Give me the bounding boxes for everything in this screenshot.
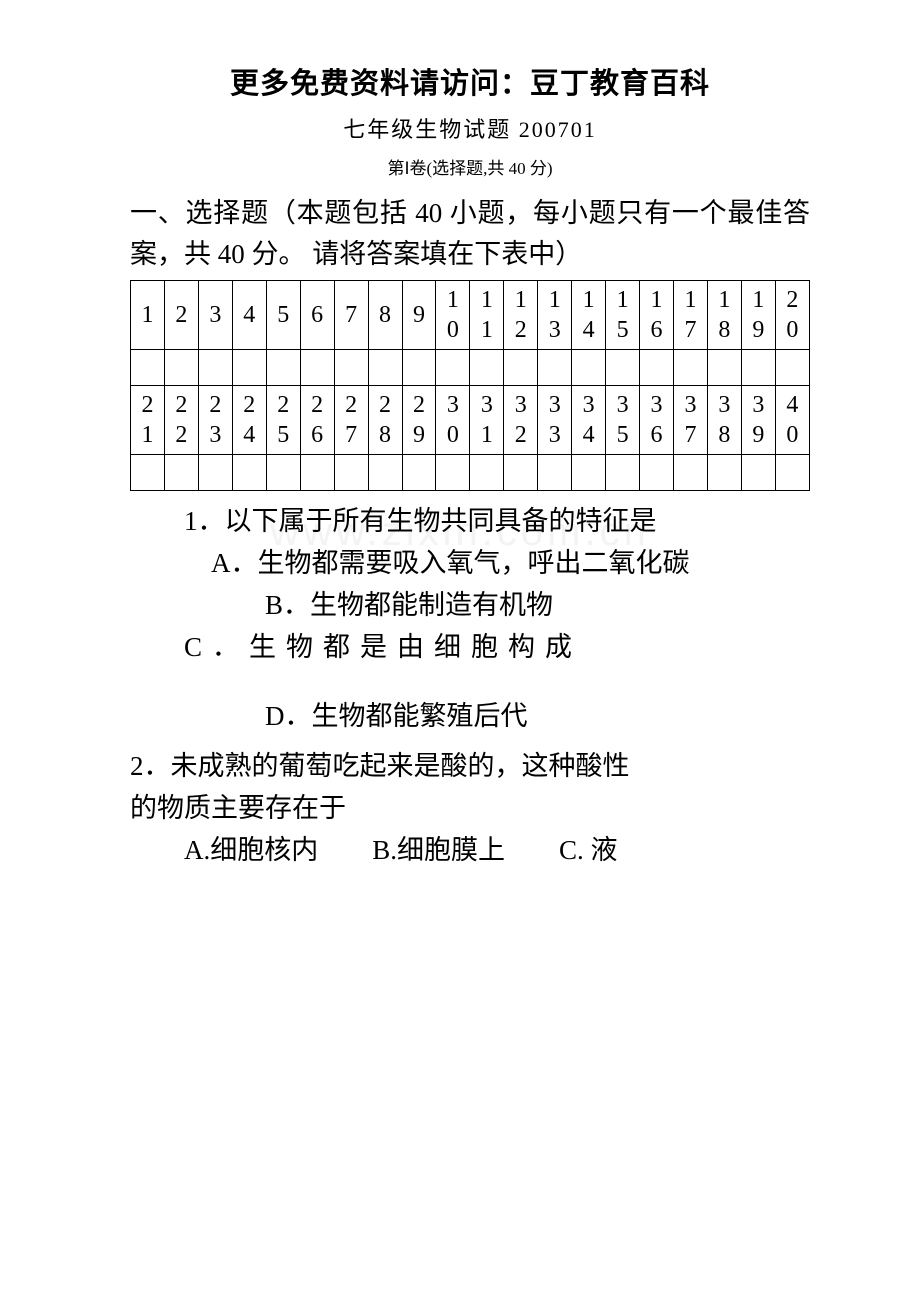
grid-cell: 7 bbox=[334, 281, 368, 350]
grid-cell: 28 bbox=[368, 386, 402, 455]
grid-cell: 34 bbox=[572, 386, 606, 455]
grid-cell: 10 bbox=[436, 281, 470, 350]
grid-cell: 14 bbox=[572, 281, 606, 350]
grid-cell: 8 bbox=[368, 281, 402, 350]
q2-stem-line1: 2．未成熟的葡萄吃起来是酸的，这种酸性 bbox=[130, 746, 810, 788]
grid-cell: 37 bbox=[674, 386, 708, 455]
grid-cell: 17 bbox=[674, 281, 708, 350]
q1-option-a: A．生物都需要吸入氧气，呼出二氧化碳 bbox=[130, 543, 810, 585]
grid-cell: 27 bbox=[334, 386, 368, 455]
grid-cell: 5 bbox=[266, 281, 300, 350]
question-1: 1．以下属于所有生物共同具备的特征是 A．生物都需要吸入氧气，呼出二氧化碳 B．… bbox=[130, 501, 810, 738]
grid-cell: 21 bbox=[131, 386, 165, 455]
page-content: 更多免费资料请访问：豆丁教育百科 七年级生物试题 200701 第Ⅰ卷(选择题,… bbox=[0, 0, 920, 912]
grid-cell: 38 bbox=[707, 386, 741, 455]
grid-cell: 36 bbox=[640, 386, 674, 455]
grid-cell: 11 bbox=[470, 281, 504, 350]
q2-stem-line2: 的物质主要存在于 bbox=[130, 788, 810, 830]
grid-cell: 26 bbox=[300, 386, 334, 455]
grid-cell: 40 bbox=[775, 386, 809, 455]
grid-cell: 39 bbox=[741, 386, 775, 455]
question-2: 2．未成熟的葡萄吃起来是酸的，这种酸性 的物质主要存在于 A.细胞核内 B.细胞… bbox=[130, 746, 810, 872]
answer-grid: 1 2 3 4 5 6 7 8 9 10 11 12 13 14 15 16 1… bbox=[130, 280, 810, 491]
grid-cell: 4 bbox=[232, 281, 266, 350]
grid-cell: 2 bbox=[164, 281, 198, 350]
grid-cell: 35 bbox=[606, 386, 640, 455]
grid-row-3: 21 22 23 24 25 26 27 28 29 30 31 32 33 3… bbox=[131, 386, 810, 455]
grid-cell: 32 bbox=[504, 386, 538, 455]
grid-row-1: 1 2 3 4 5 6 7 8 9 10 11 12 13 14 15 16 1… bbox=[131, 281, 810, 350]
grid-cell: 9 bbox=[402, 281, 436, 350]
section-1-heading: 一、选择题（本题包括 40 小题，每小题只有一个最佳答案，共 40 分。 请将答… bbox=[130, 193, 810, 274]
grid-cell: 33 bbox=[538, 386, 572, 455]
grid-cell: 22 bbox=[164, 386, 198, 455]
q1-option-b: B．生物都能制造有机物 bbox=[130, 585, 810, 627]
grid-cell: 30 bbox=[436, 386, 470, 455]
q2-options: A.细胞核内 B.细胞膜上 C. 液 bbox=[130, 830, 810, 872]
grid-cell: 23 bbox=[198, 386, 232, 455]
grid-cell: 25 bbox=[266, 386, 300, 455]
resource-title: 更多免费资料请访问：豆丁教育百科 bbox=[130, 60, 810, 102]
grid-cell: 20 bbox=[775, 281, 809, 350]
q1-option-d: D．生物都能繁殖后代 bbox=[130, 696, 810, 738]
grid-cell: 19 bbox=[741, 281, 775, 350]
grid-cell: 18 bbox=[707, 281, 741, 350]
grid-cell: 3 bbox=[198, 281, 232, 350]
grid-cell: 13 bbox=[538, 281, 572, 350]
grid-cell: 31 bbox=[470, 386, 504, 455]
q1-stem: 1．以下属于所有生物共同具备的特征是 bbox=[130, 501, 810, 543]
q1-option-c: C．生物都是由细胞构成 bbox=[130, 627, 810, 669]
grid-cell: 29 bbox=[402, 386, 436, 455]
grid-cell: 6 bbox=[300, 281, 334, 350]
grid-row-2-blank bbox=[131, 350, 810, 386]
paper-section-label: 第Ⅰ卷(选择题,共 40 分) bbox=[130, 154, 810, 179]
grid-cell: 15 bbox=[606, 281, 640, 350]
grid-cell: 24 bbox=[232, 386, 266, 455]
exam-title: 七年级生物试题 200701 bbox=[130, 112, 810, 144]
grid-cell: 16 bbox=[640, 281, 674, 350]
grid-row-4-blank bbox=[131, 455, 810, 491]
grid-cell: 12 bbox=[504, 281, 538, 350]
grid-cell: 1 bbox=[131, 281, 165, 350]
